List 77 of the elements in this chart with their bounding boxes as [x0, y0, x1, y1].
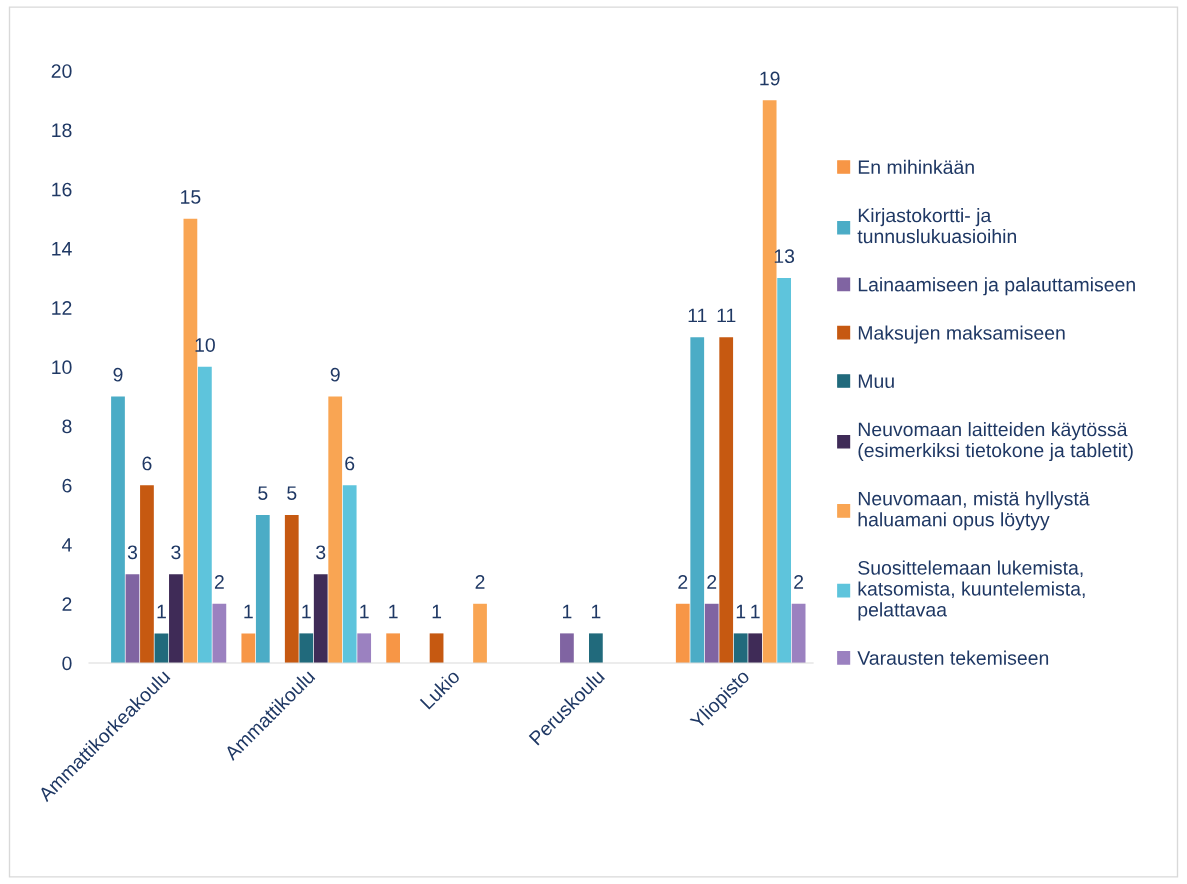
y-tick-label: 0: [62, 656, 72, 671]
data-label: 2: [678, 575, 688, 589]
bar: [284, 514, 299, 663]
bar: [675, 603, 690, 663]
bar: [111, 396, 125, 663]
legend-label: Kirjastokortti- ja tunnuslukuasioihin: [857, 208, 1017, 244]
legend-label: Lainaamiseen ja palauttamiseen: [858, 277, 1135, 296]
y-tick-label: 8: [62, 419, 72, 434]
legend-label: En mihinkään: [858, 159, 974, 175]
data-label: 9: [113, 367, 123, 382]
data-label: 1: [736, 604, 746, 619]
y-tick-label: 2: [62, 597, 72, 611]
data-label: 1: [751, 604, 760, 619]
bar: [704, 603, 719, 663]
bar: [342, 485, 357, 663]
bar: [125, 574, 140, 663]
data-label: 2: [214, 575, 224, 589]
bar: [719, 337, 734, 663]
y-tick-label: 20: [51, 64, 72, 78]
data-label: 11: [717, 308, 736, 323]
bar: [357, 633, 372, 663]
y-tick-label: 14: [52, 242, 72, 256]
bar: [589, 633, 603, 663]
data-label: 1: [432, 604, 442, 619]
legend-label: Muu: [858, 374, 894, 389]
bar: [429, 633, 444, 663]
bar: [140, 485, 154, 663]
bar: [733, 633, 748, 663]
data-label: 3: [171, 545, 181, 560]
bar: [328, 396, 343, 663]
bar: [690, 337, 705, 663]
y-tick-label: 4: [61, 538, 72, 552]
data-label: 3: [316, 545, 326, 560]
bar: [791, 603, 806, 663]
bar: [212, 603, 227, 663]
bar: [198, 366, 212, 663]
bar: [169, 574, 183, 663]
data-label: 11: [688, 308, 707, 323]
data-label: 1: [562, 604, 572, 619]
data-label: 2: [475, 575, 485, 589]
bar: [473, 603, 487, 663]
bar: [386, 633, 401, 663]
legend-label: Varausten tekemiseen: [857, 650, 1049, 665]
y-tick-label: 12: [52, 301, 72, 315]
legend-label: Maksujen maksamiseen: [858, 325, 1065, 344]
data-label: 6: [142, 456, 152, 471]
data-label: 2: [794, 575, 804, 589]
bar: [255, 514, 270, 663]
data-label: 2: [707, 575, 717, 589]
y-tick-label: 18: [52, 123, 72, 138]
bar: [313, 574, 328, 663]
y-tick-label: 6: [62, 478, 72, 493]
data-label: 19: [760, 71, 780, 86]
data-label: 1: [389, 604, 398, 619]
data-label: 1: [360, 604, 369, 619]
bar: [762, 100, 777, 663]
data-label: 1: [591, 604, 601, 619]
legend-label: Suosittelemaan lukemista, katsomista, kuuntelemista, pelattavaa: [858, 560, 1085, 621]
bar: [154, 633, 169, 663]
bar: [777, 278, 792, 663]
data-label: 5: [287, 486, 297, 500]
data-label: 1: [244, 604, 253, 619]
data-label: 15: [181, 190, 201, 204]
bar: [241, 633, 256, 663]
data-label: 5: [258, 486, 268, 500]
y-tick-label: 16: [52, 182, 72, 197]
y-tick-label: 10: [52, 360, 72, 375]
data-label: 1: [302, 604, 311, 619]
bar: [748, 633, 763, 663]
bar: [299, 633, 314, 663]
bar: [560, 633, 574, 663]
data-label: 6: [345, 456, 355, 471]
data-label: 9: [330, 367, 340, 382]
data-label: 1: [157, 604, 166, 619]
legend-label: Neuvomaan laitteiden käytössä (esimerkiksi tietokone ja tabletit): [858, 422, 1133, 462]
data-label: 3: [127, 545, 138, 560]
legend-label: Neuvomaan, mistä hyllystä haluamani opus löytyy: [858, 491, 1090, 531]
